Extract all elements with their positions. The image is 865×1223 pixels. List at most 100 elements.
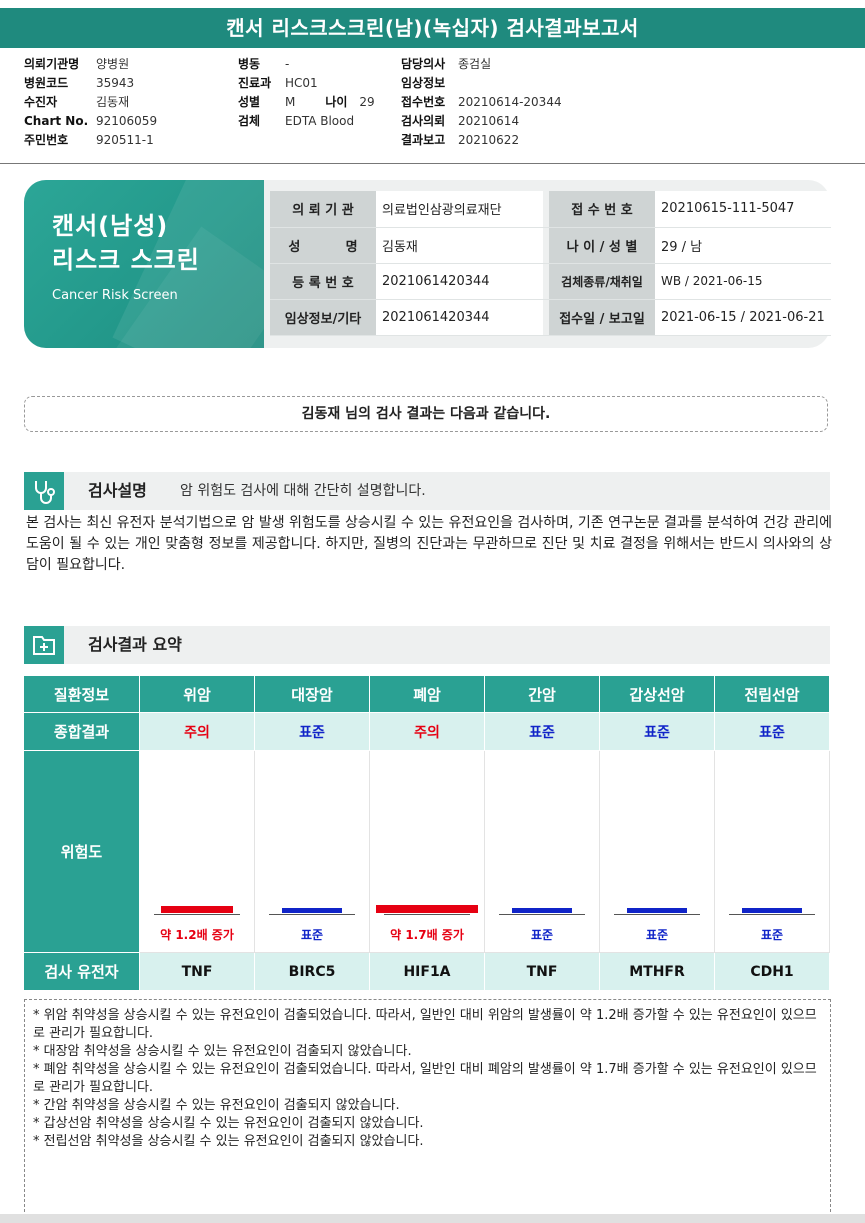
- info-label: 병원코드: [24, 76, 69, 90]
- info-row: 결과보고 20210622: [401, 131, 562, 150]
- info-row: 검체 EDTA Blood: [238, 112, 375, 131]
- registration-row: 성 명 김동재 나 이 / 성 별 29 / 남: [270, 227, 831, 264]
- hero-title-line1: 캔서(남성): [52, 212, 169, 240]
- hero-banner: 캔서(남성) 리스크 스크린 Cancer Risk Screen: [24, 180, 264, 348]
- info-label: 임상정보: [401, 76, 446, 90]
- section-title: 검사설명: [88, 481, 147, 500]
- risk-meter: 표준: [485, 751, 599, 951]
- info-label: 주민번호: [24, 133, 69, 147]
- patient-info-col3: 담당의사 종검실 임상정보 접수번호 20210614-20344 검사의뢰 2021…: [401, 55, 562, 150]
- info-label: 성별: [238, 95, 261, 109]
- note-item: * 간암 취약성을 상승시킬 수 있는 유전요인이 검출되지 않았습니다.: [33, 1098, 400, 1113]
- reg-value: 의료법인삼광의료재단: [376, 191, 543, 228]
- risk-label: 표준: [760, 928, 784, 942]
- result-summary-table: 질환정보 위암 대장암 폐암 간암 갑상선암 전립선암 종합결과 주의 표준 주…: [23, 675, 830, 991]
- info-row: 수진자 김동재: [24, 93, 157, 112]
- overall-result-row: 종합결과 주의 표준 주의 표준 표준 표준: [23, 712, 830, 751]
- patient-info-col2: 병동 - 진료과 HC01 성별 M 나이 29 검체 EDTA Blood: [238, 55, 375, 131]
- disease-cell: 갑상선암: [599, 675, 715, 713]
- info-row: 주민번호 920511-1: [24, 131, 157, 150]
- section-title: 검사결과 요약: [88, 635, 182, 654]
- info-label: 검사의뢰: [401, 114, 446, 128]
- explanation-body: 본 검사는 최신 유전자 분석기법으로 암 발생 위험도를 상승시킬 수 있는 …: [26, 515, 832, 573]
- reg-value: 2021-06-15 / 2021-06-21: [655, 299, 831, 336]
- info-value: 20210614: [458, 114, 520, 128]
- report-title: 캔서 리스크스크린(남)(녹십자) 검사결과보고서: [0, 8, 865, 48]
- risk-baseline: [384, 914, 470, 915]
- risk-label: 표준: [645, 928, 669, 942]
- risk-baseline: [269, 914, 355, 915]
- info-label: 접수번호: [401, 95, 446, 109]
- row-label-risk: 위험도: [23, 750, 140, 953]
- hero-title-line2: 리스크 스크린: [52, 246, 200, 274]
- risk-meter: 약 1.2배 증가: [140, 751, 254, 951]
- risk-cell: 표준: [254, 750, 370, 953]
- gene-cell: TNF: [139, 952, 255, 991]
- risk-label: 약 1.2배 증가: [160, 928, 234, 942]
- risk-row: 위험도 약 1.2배 증가 표준 약 1.7배 증가 표준 표준 표준: [23, 750, 830, 953]
- result-notice: 김동재 님의 검사 결과는 다음과 같습니다.: [24, 396, 828, 432]
- reg-value: 2021061420344: [376, 263, 543, 300]
- gene-row: 검사 유전자 TNF BIRC5 HIF1A TNF MTHFR CDH1: [23, 952, 830, 991]
- reg-gap: [543, 263, 549, 300]
- reg-gap: [543, 191, 549, 228]
- gene-cell: TNF: [484, 952, 600, 991]
- reg-key: 성 명: [270, 227, 376, 264]
- info-value: HC01: [285, 76, 318, 90]
- info-row: 병동 -: [238, 55, 375, 74]
- row-label-disease: 질환정보: [23, 675, 140, 713]
- info-label: 결과보고: [401, 133, 446, 147]
- result-cell: 표준: [254, 712, 370, 751]
- risk-meter: 표준: [600, 751, 714, 951]
- risk-bar: [376, 905, 478, 913]
- note-item: * 대장암 취약성을 상승시킬 수 있는 유전요인이 검출되지 않았습니다.: [33, 1044, 412, 1059]
- info-value: 92106059: [96, 114, 158, 128]
- info-label: 검체: [238, 114, 261, 128]
- header-divider: [0, 163, 865, 164]
- registration-table: 의 뢰 기 관 의료법인삼광의료재단 접 수 번 호 20210615-111-…: [270, 191, 831, 336]
- note-item: * 갑상선암 취약성을 상승시킬 수 있는 유전요인이 검출되지 않았습니다.: [33, 1116, 424, 1131]
- gene-cell: MTHFR: [599, 952, 715, 991]
- info-value: 종검실: [458, 57, 492, 71]
- info-value: -: [285, 57, 290, 71]
- info-value: 20210622: [458, 133, 520, 147]
- info-value: 20210614-20344: [458, 95, 562, 109]
- info-row: 검사의뢰 20210614: [401, 112, 562, 131]
- reg-key: 의 뢰 기 관: [270, 191, 376, 228]
- risk-bar: [512, 908, 572, 913]
- info-value: EDTA Blood: [285, 114, 355, 128]
- info-value: M: [285, 95, 296, 109]
- risk-label: 표준: [300, 928, 324, 942]
- risk-bar: [742, 908, 802, 913]
- risk-cell: 표준: [714, 750, 830, 953]
- registration-row: 임상정보/기타 2021061420344 접수일 / 보고일 2021-06-…: [270, 299, 831, 336]
- patient-info-col1: 의뢰기관명 양병원 병원코드 35943 수진자 김동재 Chart No. 92106…: [24, 55, 157, 150]
- registration-row: 의 뢰 기 관 의료법인삼광의료재단 접 수 번 호 20210615-111-…: [270, 191, 831, 228]
- reg-value: 29 / 남: [655, 227, 831, 264]
- info-label: 담당의사: [401, 57, 446, 71]
- risk-meter: 표준: [715, 751, 829, 951]
- registration-row: 등 록 번 호 2021061420344 검체종류/채취일 WB / 2021…: [270, 263, 831, 300]
- disease-row: 질환정보 위암 대장암 폐암 간암 갑상선암 전립선암: [23, 675, 830, 713]
- risk-label: 약 1.7배 증가: [390, 928, 464, 942]
- reg-key: 접수일 / 보고일: [549, 299, 655, 336]
- info-row: Chart No. 92106059: [24, 112, 157, 131]
- reg-key: 나 이 / 성 별: [549, 227, 655, 264]
- gene-cell: CDH1: [714, 952, 830, 991]
- info-row: 성별 M 나이 29: [238, 93, 375, 112]
- risk-baseline: [614, 914, 700, 915]
- result-cell: 표준: [484, 712, 600, 751]
- info-label: 의뢰기관명: [24, 57, 80, 71]
- reg-key: 임상정보/기타: [270, 299, 376, 336]
- section-explanation-header: 검사설명 암 위험도 검사에 대해 간단히 설명합니다.: [24, 472, 830, 510]
- page-bottom-bar: [0, 1214, 865, 1223]
- info-value: 김동재: [96, 95, 130, 109]
- reg-value: 20210615-111-5047: [655, 191, 831, 228]
- section-subtitle: 암 위험도 검사에 대해 간단히 설명합니다.: [180, 483, 426, 499]
- reg-key: 접 수 번 호: [549, 191, 655, 228]
- disease-cell: 폐암: [369, 675, 485, 713]
- risk-baseline: [154, 914, 240, 915]
- reg-gap: [543, 227, 549, 264]
- risk-meter: 표준: [255, 751, 369, 951]
- info-row: 의뢰기관명 양병원: [24, 55, 157, 74]
